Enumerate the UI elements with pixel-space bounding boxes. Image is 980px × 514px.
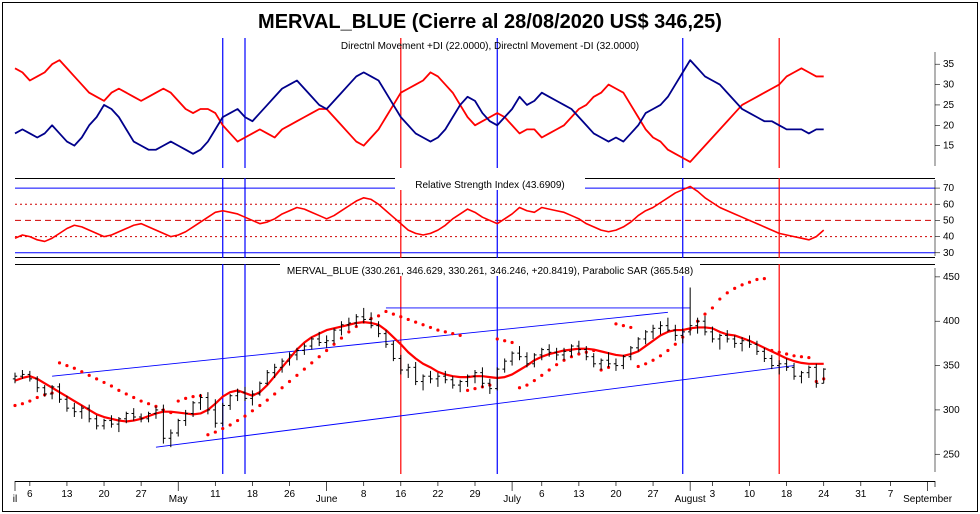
svg-text:27: 27 (136, 489, 148, 500)
svg-text:25: 25 (943, 100, 955, 111)
svg-text:il: il (13, 494, 17, 505)
panel-price: 250 300 350 400 450 MERVAL_BLUE (330.261, 346… (9, 264, 971, 474)
svg-text:13: 13 (573, 489, 585, 500)
svg-text:400: 400 (943, 316, 960, 327)
svg-text:26: 26 (284, 489, 296, 500)
svg-text:Directnl Movement +DI (22.0000: Directnl Movement +DI (22.0000), Directn… (341, 41, 639, 52)
svg-text:300: 300 (943, 405, 960, 416)
svg-text:8: 8 (361, 489, 367, 500)
svg-text:70: 70 (943, 183, 955, 194)
svg-text:May: May (169, 494, 188, 505)
svg-text:31: 31 (855, 489, 867, 500)
svg-text:13: 13 (61, 489, 73, 500)
svg-text:3: 3 (710, 489, 716, 500)
svg-text:MERVAL_BLUE (330.261, 346.629,: MERVAL_BLUE (330.261, 346.629, 330.261, … (287, 266, 693, 277)
svg-text:22: 22 (432, 489, 444, 500)
panel-rsi: 30 40 50 60 70 Relative Strength Index (43.69… (9, 178, 971, 258)
svg-text:20: 20 (610, 489, 622, 500)
svg-text:16: 16 (395, 489, 407, 500)
svg-text:15: 15 (943, 141, 955, 152)
svg-text:June: June (316, 494, 338, 505)
svg-text:September: September (903, 494, 953, 505)
svg-text:20: 20 (98, 489, 110, 500)
svg-text:July: July (503, 494, 521, 505)
chart-title: MERVAL_BLUE (Cierre al 28/08/2020 US$ 34… (3, 3, 977, 38)
svg-text:29: 29 (469, 489, 481, 500)
svg-text:24: 24 (818, 489, 830, 500)
svg-text:August: August (675, 494, 706, 505)
chart-area: 15 20 25 30 35 Directnl Movement +DI (22.0000… (3, 38, 977, 511)
svg-text:60: 60 (943, 199, 955, 210)
svg-text:10: 10 (744, 489, 756, 500)
svg-text:250: 250 (943, 449, 960, 460)
svg-text:Relative Strength Index (43.69: Relative Strength Index (43.6909) (415, 180, 565, 191)
svg-text:20: 20 (943, 120, 955, 131)
svg-text:27: 27 (648, 489, 660, 500)
svg-text:7: 7 (888, 489, 894, 500)
svg-text:35: 35 (943, 59, 955, 70)
svg-text:30: 30 (943, 80, 955, 91)
x-axis: il 6 13 20 27 May 11 18 26 June 8 16 22 29 July 6 13 20 27… (9, 481, 971, 509)
svg-text:40: 40 (943, 232, 955, 243)
chart-container: MERVAL_BLUE (Cierre al 28/08/2020 US$ 34… (2, 2, 978, 512)
svg-text:18: 18 (247, 489, 259, 500)
svg-text:450: 450 (943, 272, 960, 283)
svg-text:6: 6 (27, 489, 33, 500)
svg-text:11: 11 (210, 489, 221, 500)
svg-text:30: 30 (943, 248, 955, 258)
svg-text:6: 6 (539, 489, 545, 500)
svg-text:350: 350 (943, 361, 960, 372)
svg-text:50: 50 (943, 215, 955, 226)
svg-text:18: 18 (781, 489, 793, 500)
panel-directional-movement: 15 20 25 30 35 Directnl Movement +DI (22.0000… (9, 38, 971, 168)
